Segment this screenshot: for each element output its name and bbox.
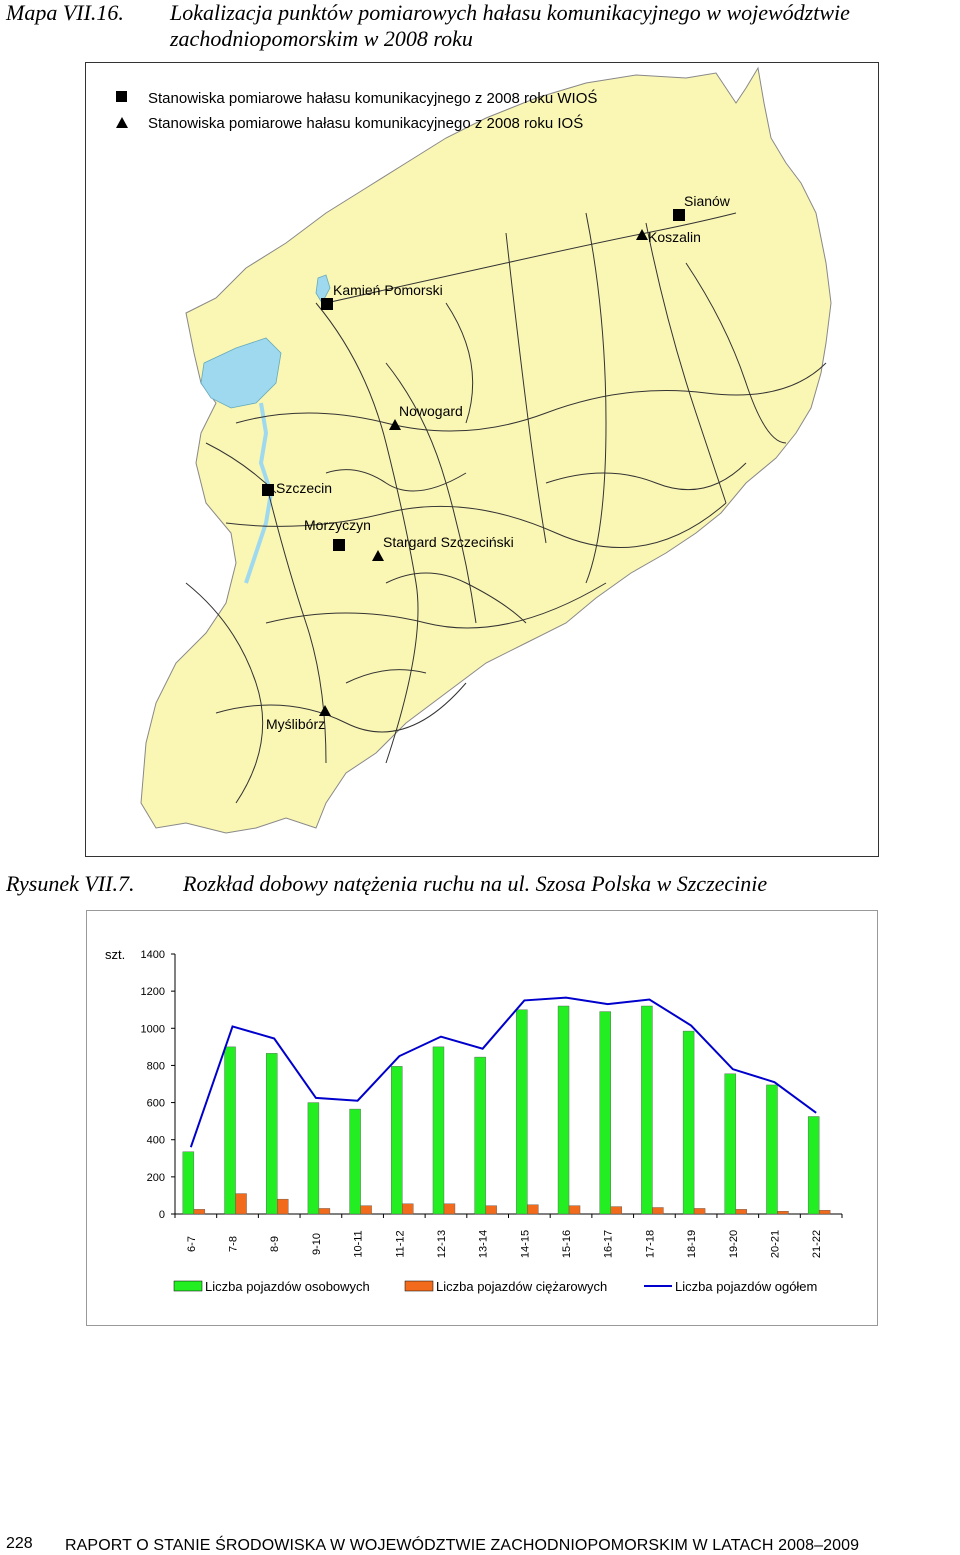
place-stargard: Stargard Szczeciński [383, 534, 514, 550]
x-tick-label: 17-18 [644, 1230, 656, 1258]
y-tick-label: 0 [159, 1209, 165, 1221]
bar-ciezarowe [735, 1209, 747, 1215]
bar-osobowe [682, 1030, 695, 1215]
bar-osobowe [807, 1116, 820, 1215]
marker-morzyczyn [333, 539, 345, 551]
bar-osobowe [599, 1011, 611, 1215]
place-mysliborz: Myślibórz [266, 716, 325, 732]
legend-ciezarowe-label: Liczba pojazdów ciężarowych [436, 1279, 607, 1294]
line-ogolem [189, 996, 817, 1148]
bar-ciezarowe [693, 1208, 706, 1215]
legend-triangle-symbol [116, 117, 128, 128]
x-tick-label: 20-21 [769, 1230, 781, 1258]
place-nowogard: Nowogard [399, 403, 463, 419]
y-tick-label: 400 [147, 1135, 165, 1147]
bar-ciezarowe [527, 1204, 539, 1215]
bar-osobowe [266, 1053, 278, 1215]
bar-ciezarowe [443, 1203, 456, 1215]
marker-szczecin [262, 484, 274, 496]
legend-ogolem-label: Liczba pojazdów ogółem [675, 1279, 817, 1294]
x-tick-label: 19-20 [728, 1230, 740, 1258]
bar-ciezarowe [402, 1203, 414, 1215]
x-tick-label: 13-14 [478, 1230, 490, 1258]
x-tick-label: 9-10 [311, 1233, 323, 1255]
footer-title: RAPORT O STANIE ŚRODOWISKA W WOJEWÓDZTWI… [65, 1537, 860, 1554]
x-tick-label: 12-13 [436, 1230, 448, 1258]
bar-ciezarowe [235, 1193, 247, 1215]
bar-osobowe [432, 1046, 445, 1215]
y-tick-label: 1400 [141, 949, 165, 961]
bar-osobowe [557, 1005, 570, 1215]
page-number: 228 [6, 1535, 33, 1552]
y-axis-unit: szt. [105, 947, 125, 962]
bar-osobowe [724, 1073, 736, 1215]
place-koszalin: Koszalin [648, 229, 701, 245]
y-tick-label: 1200 [141, 986, 165, 998]
marker-stargard [372, 550, 384, 561]
bar-ciezarowe [568, 1205, 581, 1215]
traffic-chart: szt. 0 200 400 600 800 1000 1200 1400 6-7 7-8 8-9 9… [105, 947, 843, 1294]
legend-square-symbol [116, 91, 127, 102]
x-tick-label: 21-22 [811, 1230, 823, 1258]
bar-osobowe [474, 1056, 486, 1215]
x-tick-label: 16-17 [603, 1230, 615, 1258]
y-tick-label: 200 [147, 1172, 165, 1184]
bar-osobowe [224, 1046, 236, 1215]
marker-nowogard [389, 419, 401, 430]
x-tick-label: 10-11 [353, 1230, 365, 1257]
y-tick-label: 600 [147, 1098, 165, 1110]
x-tick-label: 14-15 [519, 1230, 531, 1258]
bar-ciezarowe [318, 1208, 331, 1215]
place-kamien-pomorski: Kamień Pomorski [333, 282, 443, 298]
bar-ciezarowe [818, 1210, 831, 1215]
bar-osobowe [516, 1009, 528, 1215]
x-tick-label: 15-16 [561, 1230, 573, 1258]
chart-container: szt. 0 200 400 600 800 1000 1200 1400 6-7 7-8 8-9 9… [86, 910, 878, 1326]
x-tick-label: 7-8 [228, 1236, 240, 1252]
map-title: Lokalizacja punktów pomiarowych hałasu k… [170, 0, 850, 51]
x-tick-label: 6-7 [186, 1236, 198, 1252]
road-network [185, 212, 827, 804]
map-label: Mapa VII.16. [6, 0, 124, 25]
place-sianow: Sianów [684, 193, 731, 209]
legend-osobowe-label: Liczba pojazdów osobowych [205, 1279, 370, 1294]
bar-osobowe [182, 1151, 195, 1215]
bar-osobowe [766, 1084, 778, 1215]
bar-ciezarowe [360, 1205, 372, 1215]
bar-osobowe [391, 1066, 403, 1215]
legend-ios-text: Stanowiska pomiarowe hałasu komunikacyjn… [148, 114, 583, 132]
bar-ciezarowe [485, 1205, 497, 1215]
bar-ciezarowe [610, 1206, 622, 1215]
place-morzyczyn: Morzyczyn [304, 517, 371, 533]
bar-ciezarowe [777, 1211, 789, 1215]
x-tick-label: 8-9 [269, 1236, 281, 1252]
y-tick-label: 1000 [141, 1023, 165, 1035]
lake-water [315, 274, 331, 304]
marker-mysliborz [319, 705, 331, 716]
y-tick-label: 800 [147, 1060, 165, 1072]
bar-ciezarowe [652, 1207, 664, 1215]
x-tick-label: 18-19 [686, 1230, 698, 1258]
legend-wios-text: Stanowiska pomiarowe hałasu komunikacyjn… [148, 89, 597, 107]
bar-osobowe [349, 1108, 361, 1215]
chart-plot: 0 200 400 600 800 1000 1200 1400 6-7 7-8 8-9 9-10 10… [141, 949, 843, 1258]
marker-koszalin [636, 229, 648, 240]
bar-ciezarowe [277, 1198, 289, 1215]
region-land [140, 66, 832, 834]
marker-kamien-pomorski [321, 298, 333, 310]
bar-osobowe [641, 1005, 653, 1215]
marker-sianow [673, 209, 685, 221]
map-figure: Stanowiska pomiarowe hałasu komunikacyjn… [85, 62, 879, 857]
legend-ciezarowe-swatch [404, 1280, 434, 1292]
bar-ciezarowe [193, 1209, 206, 1215]
x-tick-label: 11-12 [394, 1230, 406, 1257]
figure-label: Rysunek VII.7. [6, 871, 135, 896]
lagoon-water [200, 337, 282, 409]
figure-title: Rozkład dobowy natężenia ruchu na ul. Sz… [183, 871, 768, 896]
map-canvas: Stanowiska pomiarowe hałasu komunikacyjn… [116, 66, 832, 834]
place-szczecin: Szczecin [276, 480, 332, 496]
bar-osobowe [307, 1102, 320, 1215]
legend-osobowe-swatch [173, 1280, 203, 1292]
